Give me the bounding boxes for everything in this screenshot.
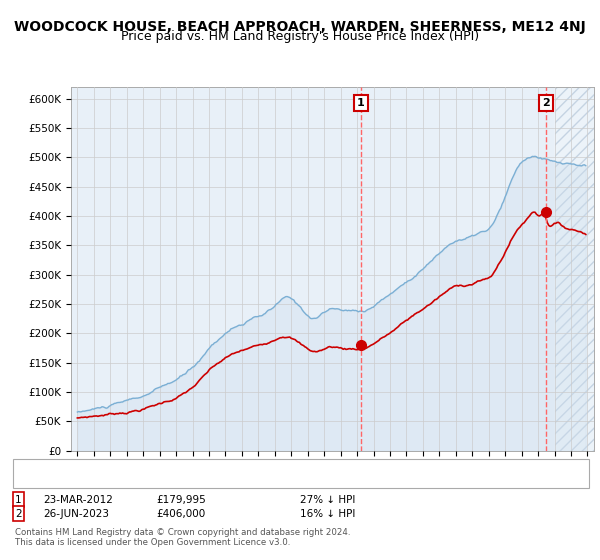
Text: 1: 1 — [15, 494, 22, 505]
Text: HPI: Average price, detached house, Swale: HPI: Average price, detached house, Swal… — [52, 476, 247, 485]
Text: 27% ↓ HPI: 27% ↓ HPI — [300, 494, 355, 505]
Text: 23-MAR-2012: 23-MAR-2012 — [43, 494, 113, 505]
Text: 26-JUN-2023: 26-JUN-2023 — [43, 508, 109, 519]
Text: Contains HM Land Registry data © Crown copyright and database right 2024.
This d: Contains HM Land Registry data © Crown c… — [15, 528, 350, 547]
Text: £406,000: £406,000 — [156, 508, 205, 519]
Text: 16% ↓ HPI: 16% ↓ HPI — [300, 508, 355, 519]
Bar — [554, 87, 600, 451]
Text: WOODCOCK HOUSE, BEACH APPROACH, WARDEN, SHEERNESS, ME12 4NJ (detached hou: WOODCOCK HOUSE, BEACH APPROACH, WARDEN, … — [52, 463, 452, 472]
Text: 2: 2 — [542, 98, 550, 108]
Text: 2: 2 — [15, 508, 22, 519]
Text: £179,995: £179,995 — [156, 494, 206, 505]
Text: Price paid vs. HM Land Registry's House Price Index (HPI): Price paid vs. HM Land Registry's House … — [121, 30, 479, 43]
Text: 1: 1 — [357, 98, 365, 108]
Bar — [554, 87, 600, 451]
Text: WOODCOCK HOUSE, BEACH APPROACH, WARDEN, SHEERNESS, ME12 4NJ: WOODCOCK HOUSE, BEACH APPROACH, WARDEN, … — [14, 20, 586, 34]
